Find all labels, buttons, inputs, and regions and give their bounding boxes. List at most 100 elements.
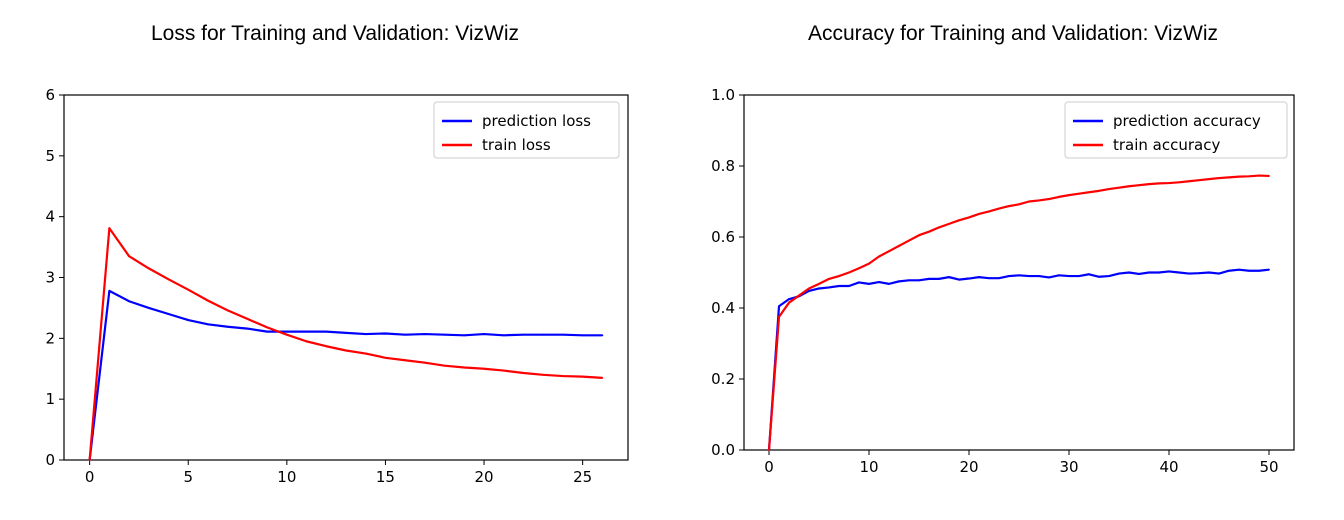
accuracy-series-train-accuracy-point xyxy=(888,250,890,253)
accuracy-series-train-accuracy-point xyxy=(778,315,780,318)
accuracy-series-prediction-accuracy-point xyxy=(1048,276,1050,279)
accuracy-y-tick-label: 0.4 xyxy=(711,299,735,317)
accuracy-series-prediction-accuracy-point xyxy=(1108,275,1110,277)
accuracy-series-prediction-accuracy-point xyxy=(938,277,940,280)
accuracy-series-train-accuracy-point xyxy=(1238,175,1240,178)
loss-series-train-loss-point xyxy=(285,333,288,336)
accuracy-y-tick-label: 1.0 xyxy=(711,86,735,104)
accuracy-series-train-accuracy-point xyxy=(918,234,920,237)
accuracy-series-prediction-accuracy-point xyxy=(1128,271,1130,274)
loss-series-train-loss-point xyxy=(226,309,229,312)
loss-x-tick-label: 5 xyxy=(183,468,193,486)
accuracy-x-tick-label: 0 xyxy=(764,458,774,476)
accuracy-series-prediction-accuracy-line xyxy=(767,268,1270,451)
accuracy-series-train-accuracy-point xyxy=(1128,185,1130,188)
accuracy-series-prediction-accuracy-point xyxy=(1058,274,1060,277)
loss-series-train-loss-point xyxy=(542,373,545,376)
loss-series-prediction-loss-point xyxy=(522,333,525,336)
accuracy-series-prediction-accuracy-point xyxy=(978,276,980,279)
accuracy-series-prediction-accuracy-point xyxy=(1148,271,1150,274)
accuracy-series-train-accuracy-point xyxy=(978,213,980,215)
loss-series-train-loss-point xyxy=(463,366,466,369)
accuracy-y-tick-label: 0.8 xyxy=(711,157,735,175)
accuracy-series-prediction-accuracy-point xyxy=(868,282,870,285)
loss-series-train-loss-point xyxy=(562,375,564,377)
accuracy-series-train-accuracy-point xyxy=(898,244,900,247)
accuracy-series-prediction-accuracy-point xyxy=(918,279,920,282)
accuracy-series-prediction-accuracy-point xyxy=(818,287,820,290)
loss-legend: prediction loss train loss xyxy=(433,101,620,159)
loss-chart: 0 5 10 15 20 25 0 1 2 3 4 5 6 prediction loss train lo… xyxy=(45,86,629,486)
accuracy-series-train-accuracy-point xyxy=(818,282,820,285)
accuracy-series-train-accuracy-point xyxy=(1038,199,1040,202)
accuracy-x-tick-label: 30 xyxy=(1059,458,1078,476)
accuracy-y-tick-label: 0.0 xyxy=(711,441,735,459)
accuracy-series-train-accuracy-point xyxy=(1198,179,1200,182)
accuracy-legend: prediction accuracy train accuracy xyxy=(1064,101,1288,159)
accuracy-series-prediction-accuracy-point xyxy=(1098,275,1100,278)
accuracy-series-train-accuracy-point xyxy=(1158,182,1160,185)
accuracy-series-prediction-accuracy-point xyxy=(1168,270,1170,273)
accuracy-legend-label-prediction-accuracy: prediction accuracy xyxy=(1113,112,1261,130)
loss-y-tick-label: 2 xyxy=(45,329,55,347)
accuracy-series-train-accuracy-point xyxy=(1228,176,1230,179)
loss-series-prediction-loss-point xyxy=(364,333,367,335)
accuracy-y-tick-label: 0.6 xyxy=(711,228,735,246)
accuracy-series-train-accuracy-point xyxy=(1068,194,1070,197)
accuracy-series-prediction-accuracy-point xyxy=(1138,273,1140,275)
accuracy-series-prediction-accuracy-point xyxy=(1218,272,1220,275)
loss-series-train-loss-point xyxy=(88,459,91,461)
accuracy-x-tick-label: 50 xyxy=(1259,458,1278,476)
accuracy-series-train-accuracy-point xyxy=(1218,177,1220,179)
accuracy-series-prediction-accuracy-point xyxy=(1018,274,1020,277)
accuracy-series-train-accuracy-point xyxy=(1178,181,1180,184)
accuracy-series-train-accuracy-point xyxy=(868,262,870,265)
loss-series-prediction-loss-point xyxy=(562,333,564,336)
accuracy-series-prediction-accuracy-point xyxy=(838,285,840,287)
accuracy-series-train-accuracy-point xyxy=(768,449,770,451)
accuracy-series-train-accuracy-point xyxy=(848,271,850,274)
accuracy-x-tick-label: 40 xyxy=(1159,458,1178,476)
loss-series-train-loss-point xyxy=(581,375,584,378)
loss-series-prediction-loss-point xyxy=(128,300,130,303)
loss-series-prediction-loss-point xyxy=(246,327,249,330)
loss-y-tick-label: 5 xyxy=(45,147,55,165)
loss-series-train-loss-point xyxy=(207,299,209,302)
accuracy-y-tick-label: 0.2 xyxy=(711,370,735,388)
accuracy-series-prediction-accuracy-point xyxy=(998,277,1000,280)
accuracy-series-prediction-accuracy-point xyxy=(1268,268,1270,271)
accuracy-series-prediction-accuracy-point xyxy=(1078,275,1080,277)
accuracy-series-prediction-accuracy-point xyxy=(1068,275,1070,277)
loss-series-train-loss-point xyxy=(443,364,446,367)
loss-series-train-loss-point xyxy=(187,288,190,291)
loss-series-train-loss-point xyxy=(167,278,170,281)
loss-series-train-loss-point xyxy=(246,317,249,320)
loss-x-tick-label: 25 xyxy=(573,468,592,486)
loss-series-train-loss-line xyxy=(88,227,603,461)
accuracy-series-train-accuracy-point xyxy=(998,207,1000,210)
accuracy-x-tick-label: 20 xyxy=(959,458,978,476)
accuracy-series-train-accuracy-point xyxy=(1098,189,1100,192)
accuracy-series-prediction-accuracy-point xyxy=(1088,273,1090,276)
accuracy-series-train-accuracy-point xyxy=(968,216,970,219)
loss-series-train-loss-point xyxy=(266,326,269,329)
accuracy-series-prediction-accuracy-point xyxy=(968,277,970,280)
accuracy-series-prediction-accuracy-point xyxy=(1008,275,1010,277)
loss-series-prediction-loss-line xyxy=(88,289,603,461)
loss-series-prediction-loss-point xyxy=(601,334,604,337)
loss-series-prediction-loss-point xyxy=(108,289,111,292)
loss-y-tick-label: 4 xyxy=(45,208,55,226)
loss-series-prediction-loss-point xyxy=(266,330,269,333)
accuracy-legend-box xyxy=(1064,101,1288,159)
loss-series-prediction-loss-point xyxy=(443,333,446,336)
loss-series-train-loss-point xyxy=(384,356,387,359)
accuracy-series-prediction-accuracy-point xyxy=(858,281,860,284)
loss-series-train-loss-point xyxy=(502,369,505,372)
accuracy-series-prediction-accuracy-point xyxy=(1198,272,1200,275)
loss-y-tick-label: 3 xyxy=(45,269,55,287)
accuracy-series-train-accuracy-point xyxy=(958,219,960,222)
accuracy-series-train-accuracy-point xyxy=(1248,175,1250,178)
accuracy-series-prediction-accuracy-point xyxy=(908,279,910,282)
accuracy-series-train-accuracy-point xyxy=(828,277,830,280)
accuracy-series-prediction-accuracy-point xyxy=(1238,268,1240,271)
